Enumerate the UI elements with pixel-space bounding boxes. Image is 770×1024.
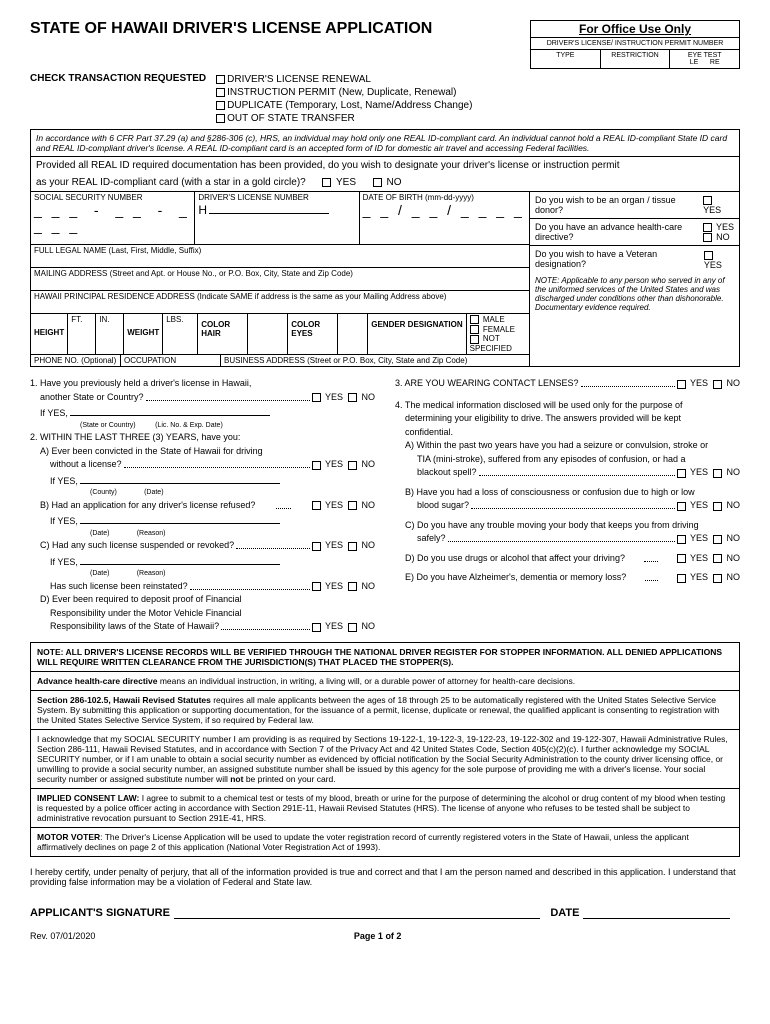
eyes-label[interactable]: COLOR EYES [288,314,338,354]
cb-q2a-yes[interactable] [312,461,321,470]
cb-q2b-yes[interactable] [312,501,321,510]
in-field[interactable]: IN. [96,314,124,354]
transaction-label: CHECK TRANSACTION REQUESTED [30,73,216,125]
cb-q4c-no[interactable] [713,535,722,544]
opt-transfer: OUT OF STATE TRANSFER [227,113,355,124]
cb-q3-yes[interactable] [677,380,686,389]
vet-q: Do you wish to have a Veteran designatio… [535,249,704,269]
gender-label: GENDER DESIGNATION [368,314,466,354]
date-label: DATE [550,907,579,919]
cb-q4b-no[interactable] [713,502,722,511]
dln-field[interactable]: DRIVER'S LICENSE NUMBER H [195,192,359,244]
eyes-field[interactable] [338,314,368,354]
cb-renewal[interactable] [216,75,225,84]
cb-adv-yes[interactable] [703,223,712,232]
lbs-field[interactable]: LBS. [163,314,198,354]
office-restriction: RESTRICTION [601,50,671,68]
cb-q4d-no[interactable] [713,554,722,563]
opt-duplicate: DUPLICATE (Temporary, Lost, Name/Address… [227,100,472,111]
cb-transfer[interactable] [216,114,225,123]
cb-notspec[interactable] [470,335,479,344]
gender-opts: MALE FEMALE NOT SPECIFIED [467,314,529,354]
cb-realid-no[interactable] [373,178,382,187]
occ-field[interactable]: OCCUPATION [121,355,221,366]
cb-q1-no[interactable] [348,393,357,402]
q2: 2. WITHIN THE LAST THREE (3) YEARS, have… [30,431,375,445]
cb-q2c2-no[interactable] [348,582,357,591]
cb-q3-no[interactable] [713,380,722,389]
cb-realid-yes[interactable] [322,178,331,187]
organ-q: Do you wish to be an organ / tissue dono… [535,195,703,215]
rev-date: Rev. 07/01/2020 [30,931,95,941]
cb-q4e-yes[interactable] [677,574,686,583]
dob-field[interactable]: DATE OF BIRTH (mm-dd-yyyy) _ _ / _ _ / _… [360,192,529,244]
cb-female[interactable] [470,325,479,334]
vet-note: NOTE: Applicable to any person who serve… [530,273,739,315]
hair-label[interactable]: COLOR HAIR [198,314,248,354]
cfr-note: In accordance with 6 CFR Part 37.29 (a) … [30,129,740,157]
cb-duplicate[interactable] [216,101,225,110]
q1: 1. Have you previously held a driver's l… [30,377,375,391]
mail-field[interactable]: MAILING ADDRESS (Street and Apt. or Hous… [31,268,529,291]
opt-instruction: INSTRUCTION PERMIT (New, Duplicate, Rene… [227,87,456,98]
biz-field[interactable]: BUSINESS ADDRESS (Street or P.O. Box, Ci… [221,355,529,366]
office-sub: DRIVER'S LICENSE/ INSTRUCTION PERMIT NUM… [531,38,739,50]
adv-q: Do you have an advance health-care direc… [535,222,703,242]
cb-q2a-no[interactable] [348,461,357,470]
height-label: HEIGHT [31,314,68,354]
sig-label: APPLICANT'S SIGNATURE [30,907,170,919]
cb-q2c-yes[interactable] [312,542,321,551]
office-eye: EYE TESTLE RE [670,50,739,68]
cb-q2c-no[interactable] [348,542,357,551]
cb-q2b-no[interactable] [348,501,357,510]
realid-line1: Provided all REAL ID required documentat… [30,157,740,174]
cb-vet-yes[interactable] [704,251,713,260]
page-num: Page 1 of 2 [354,931,402,941]
cb-q4a-yes[interactable] [677,469,686,478]
ssn-field[interactable]: SOCIAL SECURITY NUMBER _ _ _ - _ _ - _ _… [31,192,195,244]
realid-line2: as your REAL ID-compliant card (with a s… [30,174,740,191]
office-type: TYPE [531,50,601,68]
weight-label: WEIGHT [124,314,163,354]
cb-q4e-no[interactable] [713,574,722,583]
cb-q2d-no[interactable] [348,623,357,632]
date-line[interactable] [583,907,730,919]
cb-q2c2-yes[interactable] [312,582,321,591]
cb-q1-yes[interactable] [312,393,321,402]
form-title: STATE OF HAWAII DRIVER'S LICENSE APPLICA… [30,20,432,38]
cb-organ-yes[interactable] [703,196,712,205]
phone-field[interactable]: PHONE NO. (Optional) [31,355,121,366]
sig-line[interactable] [174,907,540,919]
cb-q4d-yes[interactable] [677,554,686,563]
res-field[interactable]: HAWAII PRINCIPAL RESIDENCE ADDRESS (Indi… [31,291,529,314]
cb-q4b-yes[interactable] [677,502,686,511]
ft-field[interactable]: FT. [68,314,96,354]
opt-renewal: DRIVER'S LICENSE RENEWAL [227,74,371,85]
hair-field[interactable] [248,314,288,354]
office-use-box: For Office Use Only DRIVER'S LICENSE/ IN… [530,20,740,69]
cb-q4a-no[interactable] [713,469,722,478]
cb-male[interactable] [470,315,479,324]
cb-q4c-yes[interactable] [677,535,686,544]
name-field[interactable]: FULL LEGAL NAME (Last, First, Middle, Su… [31,245,529,268]
certify-text: I hereby certify, under penalty of perju… [30,867,740,887]
notes-box: NOTE: ALL DRIVER'S LICENSE RECORDS WILL … [30,642,740,857]
cb-instruction[interactable] [216,88,225,97]
cb-q2d-yes[interactable] [312,623,321,632]
cb-adv-no[interactable] [703,233,712,242]
office-header: For Office Use Only [531,21,739,38]
